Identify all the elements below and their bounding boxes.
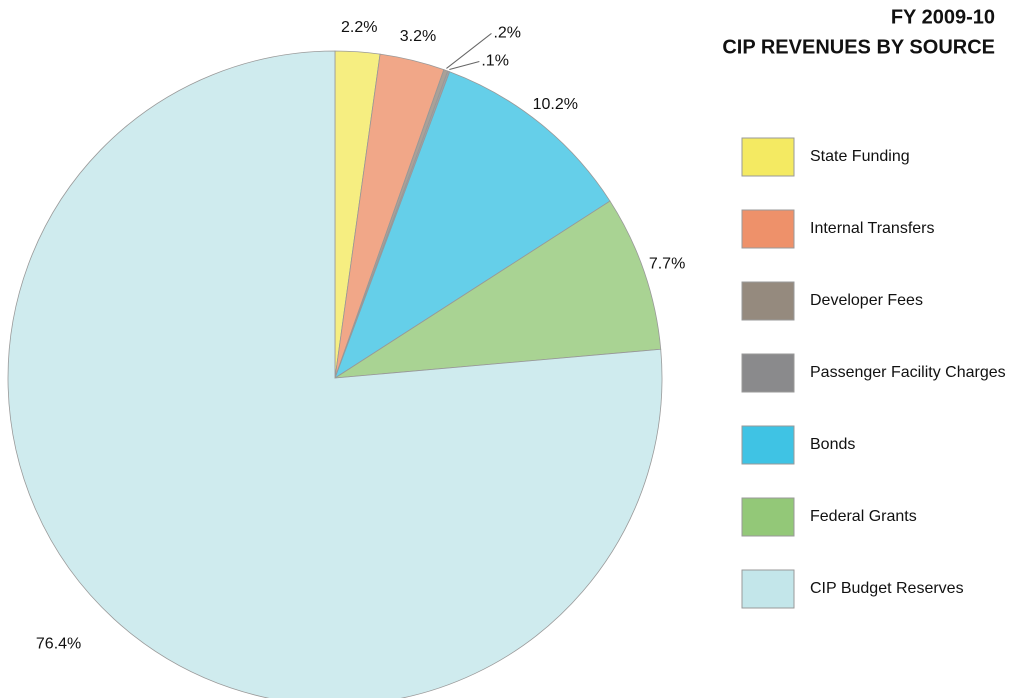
legend-swatch [741,209,795,249]
legend-label: Passenger Facility Charges [810,364,1006,381]
legend-swatch [741,425,795,465]
leader-line [446,33,492,69]
legend-label: CIP Budget Reserves [810,580,964,597]
legend-swatch [741,281,795,321]
legend-swatch [741,497,795,537]
data-label: 2.2% [341,19,377,36]
legend-swatch [741,137,795,177]
data-label: 10.2% [533,96,578,113]
legend-swatch [741,353,795,393]
data-label: 76.4% [36,636,81,653]
legend-label: Internal Transfers [810,220,935,237]
chart-title: FY 2009-10 [891,6,995,28]
data-label: 7.7% [649,256,685,273]
legend-label: Federal Grants [810,508,917,525]
data-label: 3.2% [400,28,436,45]
legend-label: Developer Fees [810,292,923,309]
legend-swatch [741,569,795,609]
pie-slice [7,50,663,698]
leader-line [449,61,480,70]
data-label: .1% [481,53,509,70]
data-label: .2% [493,25,521,42]
legend-label: Bonds [810,436,855,453]
pie-slice [334,71,611,379]
pie-slice [334,200,662,379]
legend-label: State Funding [810,148,910,165]
chart-subtitle: CIP REVENUES BY SOURCE [722,36,995,58]
